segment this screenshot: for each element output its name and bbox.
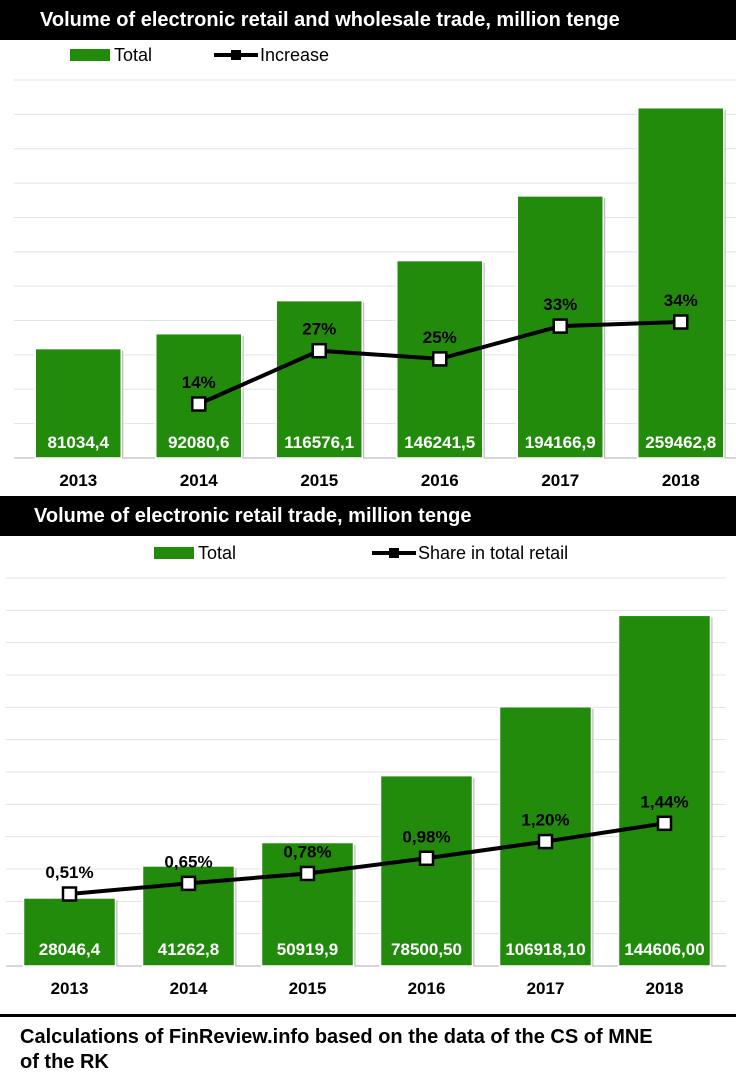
- x-tick-label: 2018: [646, 979, 684, 998]
- bar-value-label: 41262,8: [158, 940, 219, 959]
- legend-swatch-line: [372, 547, 416, 559]
- chart-legend: Total Increase: [0, 40, 736, 70]
- line-series: [69, 821, 665, 896]
- gridlines: [6, 577, 726, 935]
- x-tick-label: 2013: [59, 471, 97, 490]
- chart-legend: Total Share in total retail: [0, 538, 736, 568]
- bar: [617, 614, 712, 967]
- line-marker: [673, 314, 689, 330]
- bar: [34, 347, 122, 459]
- x-tick-label: 2015: [300, 471, 338, 490]
- x-tick-label: 2016: [408, 979, 446, 998]
- bar-line-chart: 81034,4 92080,6 116576,1 146241,5 194166,9 25…: [14, 79, 736, 490]
- bar-value-label: 81034,4: [48, 433, 110, 452]
- x-tick-label: 2017: [527, 979, 565, 998]
- legend-swatch-bar: [154, 547, 194, 559]
- legend-label: Increase: [260, 44, 330, 65]
- legend-item-share: Share in total retail: [372, 538, 568, 568]
- chart-panel-retail: Volume of electronic retail trade, milli…: [0, 496, 736, 1014]
- line-value-label: 0,78%: [283, 842, 331, 861]
- bar-value-label: 28046,4: [39, 940, 101, 959]
- gridlines: [14, 79, 736, 425]
- legend-label: Total: [198, 542, 237, 563]
- source-footer: Calculations of FinReview.info based on …: [0, 1014, 736, 1090]
- bar: [275, 299, 363, 459]
- chart-panel-wholesale: Volume of electronic retail and wholesal…: [0, 0, 736, 496]
- bar: [260, 841, 355, 967]
- line-marker: [191, 396, 207, 412]
- line-marker: [432, 351, 448, 367]
- legend-label: Share in total retail: [418, 542, 569, 563]
- bar: [396, 259, 484, 459]
- line-value-label: 1,44%: [640, 792, 688, 811]
- line-marker: [656, 815, 673, 832]
- legend-item-total: Total: [70, 40, 152, 70]
- bar: [155, 332, 243, 459]
- bar-value-label: 92080,6: [168, 433, 229, 452]
- line-marker: [299, 865, 316, 882]
- line-value-label: 34%: [664, 291, 698, 310]
- x-tick-label: 2014: [180, 471, 218, 490]
- line-value-label: 25%: [423, 328, 457, 347]
- x-tick-label: 2017: [541, 471, 579, 490]
- bar-value-label: 194166,9: [525, 433, 596, 452]
- bar-value-label: 144606,00: [624, 940, 704, 959]
- bar: [379, 774, 474, 967]
- chart-title: Volume of electronic retail trade, milli…: [0, 496, 736, 536]
- line-value-label: 14%: [182, 373, 216, 392]
- bar: [637, 106, 725, 459]
- line-value-label: 1,20%: [521, 811, 569, 830]
- x-tick-label: 2014: [170, 979, 208, 998]
- x-tick-label: 2018: [662, 471, 700, 490]
- source-note: Calculations of FinReview.info based on …: [20, 1026, 653, 1073]
- line-marker: [537, 833, 554, 850]
- chart-title: Volume of electronic retail and wholesal…: [0, 0, 736, 40]
- line-marker: [311, 342, 327, 359]
- bar-value-label: 146241,5: [404, 433, 475, 452]
- line-value-label: 0,98%: [402, 827, 450, 846]
- legend-item-total: Total: [154, 538, 236, 568]
- legend-swatch-bar: [70, 49, 110, 61]
- line-value-label: 33%: [543, 295, 577, 314]
- bar-line-chart: 28046,4 41262,8 50919,9 78500,50 106918,10 14…: [6, 577, 726, 998]
- line-marker: [61, 886, 78, 902]
- bar-value-label: 50919,9: [277, 940, 338, 959]
- legend-label: Total: [114, 44, 153, 65]
- bar-value-label: 116576,1: [284, 433, 354, 452]
- line-value-label: 27%: [302, 320, 336, 339]
- legend-swatch-line: [214, 49, 258, 61]
- x-tick-label: 2013: [51, 979, 89, 998]
- line-value-label: 0,65%: [164, 852, 212, 871]
- bar-value-label: 78500,50: [391, 940, 462, 959]
- bar-value-label: 106918,10: [505, 940, 585, 959]
- line-marker: [180, 875, 197, 892]
- line-value-label: 0,51%: [45, 863, 93, 882]
- legend-item-increase: Increase: [214, 40, 329, 70]
- x-tick-label: 2015: [289, 979, 327, 998]
- x-tick-label: 2016: [421, 471, 459, 490]
- line-marker: [418, 850, 435, 867]
- bar-value-label: 259462,8: [645, 433, 716, 452]
- line-marker: [552, 318, 568, 334]
